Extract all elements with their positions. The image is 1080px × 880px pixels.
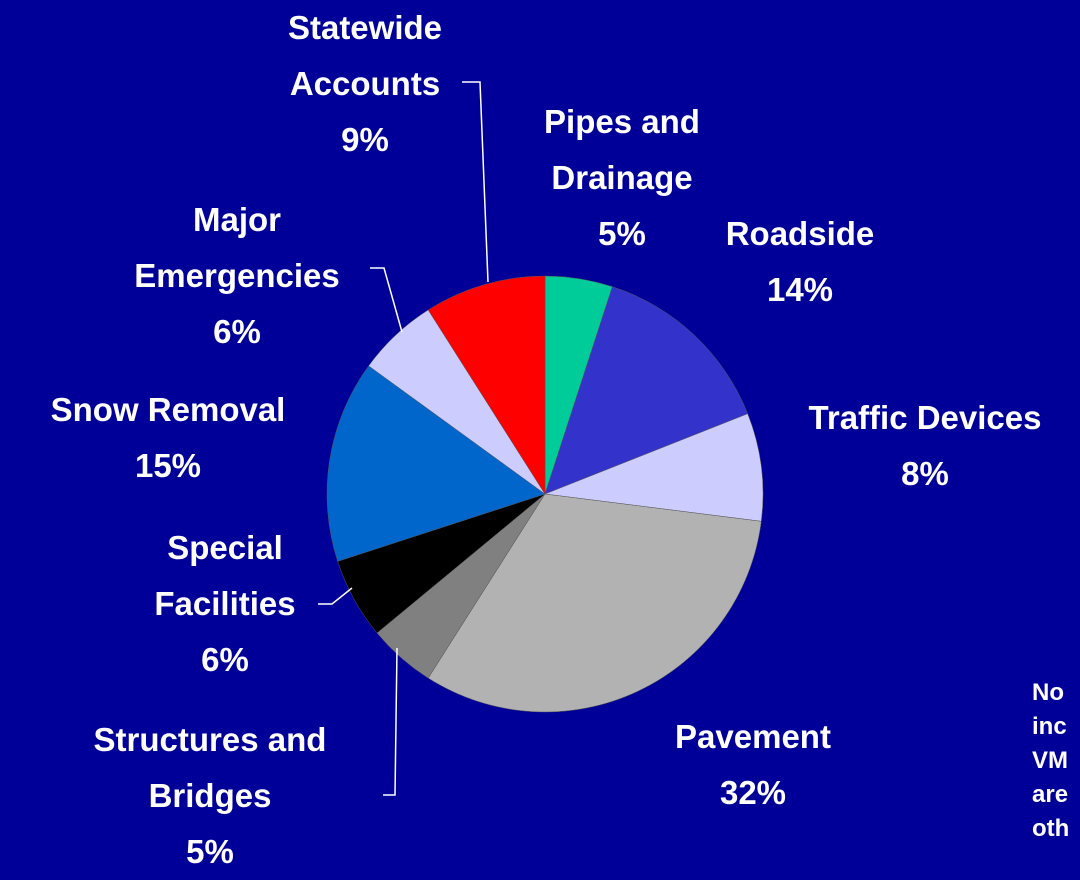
slice-label: Snow Removal 15%	[8, 382, 328, 494]
value-label: 5%	[186, 833, 234, 870]
value-label: 6%	[201, 641, 249, 678]
category-label: Special Facilities	[154, 529, 296, 622]
pie	[326, 275, 764, 713]
slice-label: Statewide Accounts 9%	[255, 0, 475, 168]
leader-line	[370, 267, 403, 333]
pie-slice	[326, 365, 546, 562]
annotation-line: oth	[1032, 815, 1070, 842]
leader-line	[318, 587, 353, 605]
value-label: 32%	[719, 774, 787, 811]
annotation: No inc VM are oth	[1032, 676, 1069, 846]
value-label: 8%	[901, 455, 949, 492]
slice-label: Pavement 32%	[628, 709, 878, 821]
annotation-line: inc	[1032, 713, 1067, 740]
value-label: 6%	[213, 313, 261, 350]
slice-label: Pipes and Drainage 5%	[507, 94, 737, 262]
value-label: 15%	[134, 447, 202, 484]
pie-slice	[427, 493, 762, 713]
category-label: Statewide Accounts	[287, 9, 443, 102]
pie-slice	[544, 413, 764, 522]
pie-slice	[544, 286, 749, 495]
slice-label: Traffic Devices 8%	[765, 390, 1080, 502]
leader-line	[383, 647, 398, 796]
value-label: 14%	[766, 271, 834, 308]
slice-label: Roadside 14%	[650, 206, 950, 318]
category-label: Traffic Devices	[808, 399, 1042, 436]
leader-lines	[318, 81, 489, 796]
slice-label: Major Emergencies 6%	[97, 192, 377, 360]
category-label: Snow Removal	[50, 391, 286, 428]
category-label: Major Emergencies	[134, 201, 340, 294]
category-label: Pipes and Drainage	[544, 103, 700, 196]
slice-label: Special Facilities 6%	[125, 520, 325, 688]
category-label: Structures and Bridges	[93, 721, 327, 814]
annotation-line: No	[1032, 679, 1064, 706]
slice-label: Structures and Bridges 5%	[50, 712, 370, 880]
value-label: 9%	[341, 121, 389, 158]
category-label: Pavement	[675, 718, 831, 755]
annotation-line: VM	[1032, 747, 1068, 774]
category-label: Roadside	[725, 215, 875, 252]
value-label: 5%	[598, 215, 646, 252]
pie-slice	[427, 275, 546, 495]
leader-line	[462, 81, 489, 283]
annotation-line: are	[1032, 781, 1069, 808]
